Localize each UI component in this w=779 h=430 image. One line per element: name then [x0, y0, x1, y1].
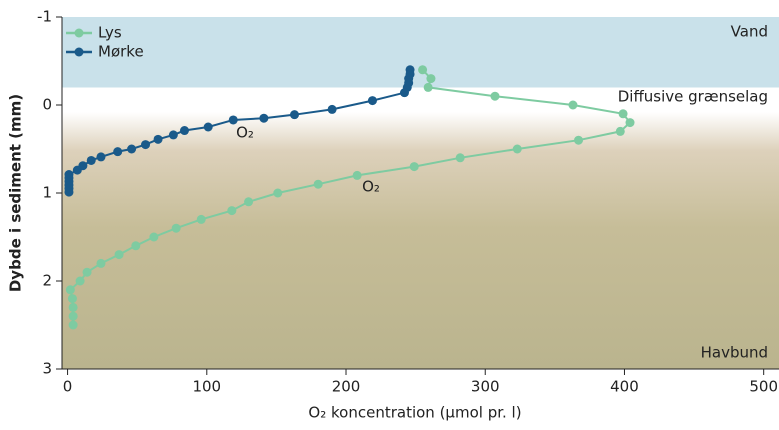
data-point: [86, 155, 96, 165]
legend-label: Mørke: [98, 43, 144, 61]
x-tick-label: 100: [192, 378, 221, 396]
data-point: [82, 267, 92, 277]
data-point: [418, 65, 428, 75]
annotation: O₂: [236, 124, 254, 142]
y-tick-label: -1: [37, 8, 52, 26]
y-tick-label: 3: [42, 360, 52, 378]
y-tick-label: 1: [42, 184, 52, 202]
data-point: [568, 100, 578, 110]
data-point: [327, 104, 337, 114]
data-point: [423, 82, 433, 92]
data-point: [244, 197, 254, 207]
data-point: [65, 285, 75, 295]
data-point: [180, 126, 190, 136]
legend-marker: [74, 47, 84, 57]
data-point: [352, 170, 362, 180]
data-point: [512, 144, 522, 154]
data-point: [96, 152, 106, 162]
data-point: [96, 258, 106, 268]
x-tick-label: 200: [332, 378, 361, 396]
data-point: [455, 153, 465, 163]
data-point: [399, 88, 409, 98]
data-point: [615, 126, 625, 136]
data-point: [426, 74, 436, 84]
legend-label: Lys: [98, 24, 122, 42]
data-point: [168, 130, 178, 140]
data-point: [68, 320, 78, 330]
data-point: [409, 162, 419, 172]
data-point: [171, 223, 181, 233]
data-point: [131, 241, 141, 251]
x-tick-label: 500: [749, 378, 778, 396]
data-point: [196, 214, 206, 224]
data-point: [203, 122, 213, 132]
data-point: [259, 113, 269, 123]
annotation: Vand: [731, 23, 768, 41]
data-point: [290, 110, 300, 120]
x-tick-label: 300: [471, 378, 500, 396]
data-point: [113, 147, 123, 157]
data-point: [67, 294, 77, 304]
y-tick-label: 0: [42, 96, 52, 114]
data-point: [625, 118, 635, 128]
data-point: [228, 115, 238, 125]
annotation: Diffusive grænselag: [618, 88, 768, 106]
data-point: [68, 311, 78, 321]
data-point: [273, 188, 283, 198]
annotation: Havbund: [701, 344, 768, 362]
data-point: [313, 179, 323, 189]
data-point: [618, 109, 628, 119]
y-tick-label: 2: [42, 272, 52, 290]
data-point: [127, 144, 137, 154]
legend-marker: [74, 28, 84, 38]
data-point: [227, 206, 237, 216]
data-point: [149, 232, 159, 242]
data-point: [114, 250, 124, 260]
y-axis-label: Dybde i sediment (mm): [7, 94, 25, 292]
data-point: [68, 302, 78, 312]
data-point: [141, 140, 151, 150]
data-point: [72, 165, 82, 175]
data-point: [574, 135, 584, 145]
data-point: [153, 134, 163, 144]
data-point: [75, 276, 85, 286]
x-tick-label: 0: [63, 378, 73, 396]
annotation: O₂: [362, 178, 380, 196]
data-point: [490, 91, 500, 101]
plot-background: [62, 17, 779, 369]
data-point: [367, 96, 377, 106]
data-point: [64, 187, 74, 197]
x-axis-label: O₂ koncentration (µmol pr. l): [308, 404, 521, 422]
x-tick-label: 400: [610, 378, 639, 396]
